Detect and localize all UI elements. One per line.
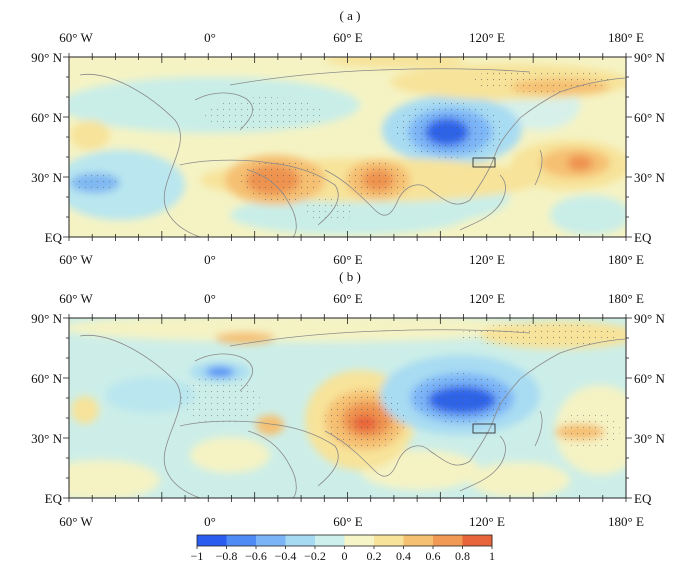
colorbar-tick-label: 0.2 (367, 549, 382, 563)
lon-label-top: 120° E (469, 291, 505, 306)
colorbar-tick-label: −1 (191, 549, 204, 563)
lat-label-left: 30° N (31, 431, 62, 446)
lon-label-bottom: 180° E (608, 252, 644, 267)
lat-label-left: EQ (45, 491, 63, 506)
colorbar-swatch (462, 535, 493, 546)
colorbar-swatch (285, 535, 316, 546)
colorbar-swatch (374, 535, 404, 546)
lon-label-top: 180° E (608, 291, 644, 306)
lon-label-top: 60° E (333, 30, 362, 45)
lon-label-top: 120° E (469, 30, 505, 45)
region-box-a (472, 157, 496, 168)
lon-label-bottom: 60° E (333, 514, 362, 529)
lat-label-left: 60° N (31, 371, 62, 386)
lon-label-top: 60° W (59, 30, 93, 45)
colorbar-tick-label: −0.8 (216, 549, 238, 563)
panel-a-label: ( a ) (340, 8, 361, 23)
panel-a-map (69, 57, 626, 237)
lat-label-right: EQ (634, 491, 652, 506)
lon-label-top: 60° W (59, 291, 93, 306)
panel-a: ( a ) (31, 8, 665, 267)
colorbar-ticks: −1 −0.8 −0.6 −0.4 −0.2 0 0.2 0.4 0.6 0.8 1 (191, 546, 495, 563)
panel-b: ( b ) (31, 269, 665, 529)
lat-label-left: 60° N (31, 110, 62, 125)
lat-label-right: 60° N (634, 110, 665, 125)
lat-label-left: 90° N (31, 50, 62, 65)
panel-b-label: ( b ) (339, 269, 361, 284)
lon-label-top: 60° E (333, 291, 362, 306)
lon-label-bottom: 0° (204, 252, 216, 267)
lat-label-right: 90° N (634, 311, 665, 326)
lon-label-bottom: 180° E (608, 514, 644, 529)
lon-label-bottom: 60° E (333, 252, 362, 267)
colorbar-swatch (344, 535, 375, 546)
colorbar-swatch (403, 535, 434, 546)
colorbar-tick-label: 0.8 (455, 549, 470, 563)
lon-label-top: 0° (204, 30, 216, 45)
lon-label-top: 180° E (608, 30, 644, 45)
lon-label-bottom: 120° E (469, 514, 505, 529)
colorbar-tick-label: 0.6 (426, 549, 441, 563)
colorbar-swatch (226, 535, 257, 546)
panel-b-map (69, 318, 626, 498)
lat-label-left: 90° N (31, 311, 62, 326)
lat-label-left: EQ (45, 230, 63, 245)
lon-label-bottom: 60° W (59, 252, 93, 267)
region-box-b (472, 423, 496, 434)
colorbar-tick-label: 0.4 (396, 549, 411, 563)
colorbar-swatch (315, 535, 345, 546)
lon-label-bottom: 120° E (469, 252, 505, 267)
colorbar-swatch (433, 535, 463, 546)
lat-label-right: 90° N (634, 50, 665, 65)
lat-label-right: 30° N (634, 431, 665, 446)
lon-label-top: 0° (204, 291, 216, 306)
colorbar-swatch (256, 535, 286, 546)
colorbar: −1 −0.8 −0.6 −0.4 −0.2 0 0.2 0.4 0.6 0.8 1 (191, 534, 495, 563)
colorbar-tick-label: −0.2 (304, 549, 326, 563)
colorbar-swatches (197, 535, 493, 546)
colorbar-tick-label: −0.4 (275, 549, 297, 563)
lon-label-bottom: 60° W (59, 514, 93, 529)
lat-label-right: 30° N (634, 170, 665, 185)
colorbar-tick-label: 1 (489, 549, 495, 563)
lat-label-right: 60° N (634, 371, 665, 386)
panel-a-ticks (63, 53, 632, 241)
lat-label-right: EQ (634, 230, 652, 245)
lon-label-bottom: 0° (204, 514, 216, 529)
lat-label-left: 30° N (31, 170, 62, 185)
colorbar-tick-label: −0.6 (245, 549, 267, 563)
colorbar-swatch (197, 535, 227, 546)
colorbar-tick-label: 0 (342, 549, 348, 563)
panel-b-ticks (63, 314, 632, 502)
